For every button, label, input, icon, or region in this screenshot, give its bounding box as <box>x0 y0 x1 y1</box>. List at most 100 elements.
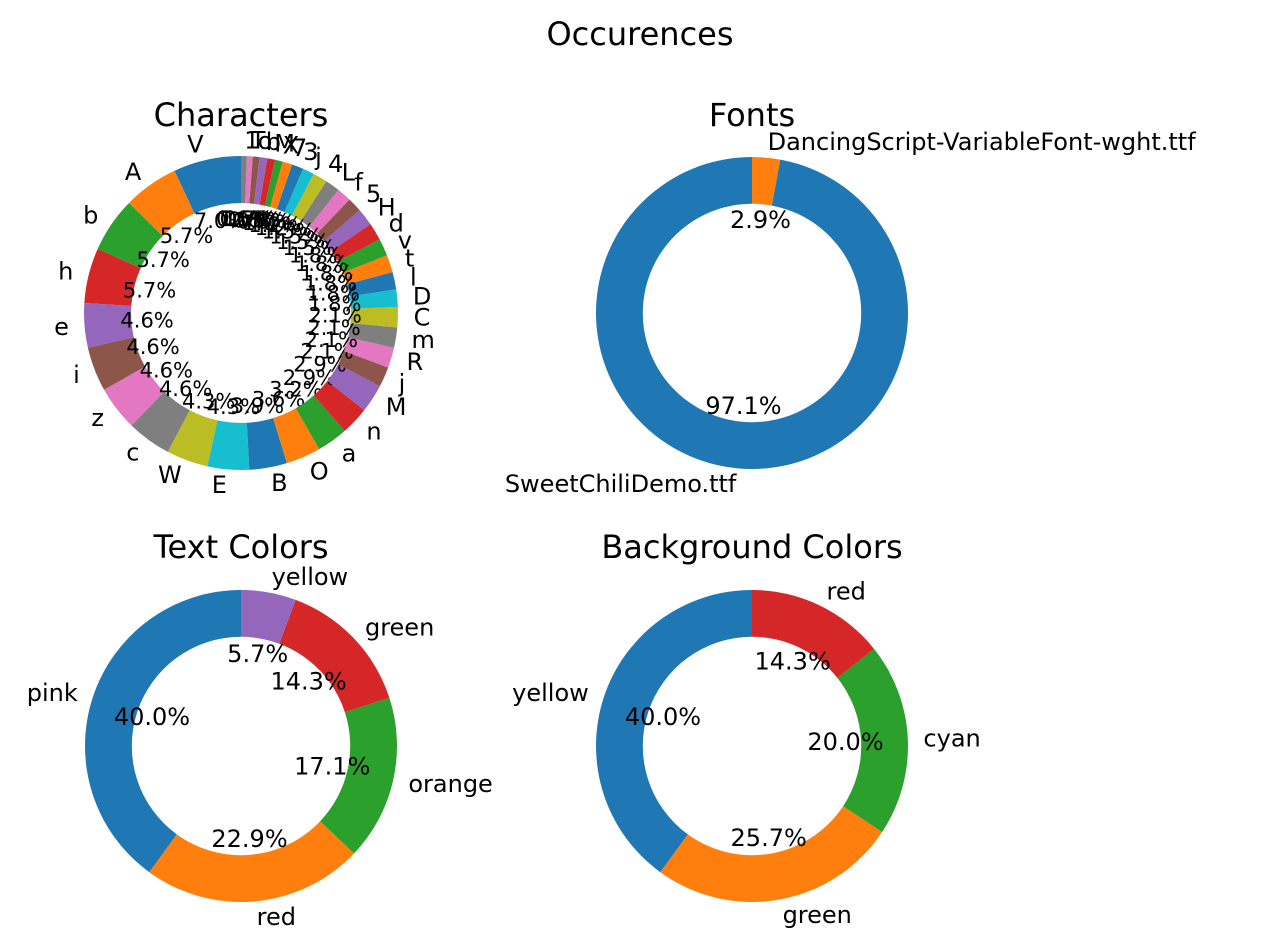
wedge-label: red <box>257 903 296 931</box>
wedge-percent-label: 1.8% <box>300 261 353 285</box>
wedge-b-2 <box>97 202 163 269</box>
wedge-z-6 <box>104 366 165 426</box>
wedge-i-5 <box>87 337 146 390</box>
wedge-e-9 <box>207 420 250 471</box>
chart-title: Text Colors <box>152 528 328 566</box>
wedge-l-27 <box>300 181 339 227</box>
wedge-f-26 <box>309 189 350 234</box>
wedge-label: B <box>271 469 287 497</box>
wedge-yellow-4 <box>241 590 296 644</box>
wedge-h-3 <box>84 248 141 306</box>
wedge-percent-label: 5.7% <box>227 640 288 668</box>
chart-title: Fonts <box>709 96 795 134</box>
wedge-a-1 <box>129 170 195 236</box>
wedge-percent-label: 1.8% <box>308 292 361 316</box>
wedge-percent-label: 3.9% <box>231 394 284 418</box>
wedge-dancingscript-variablefont-wght-ttf-1 <box>752 157 781 206</box>
wedge-percent-label: 2.1% <box>305 328 358 352</box>
wedge-orange-2 <box>320 697 397 854</box>
wedge-percent-label: 40.0% <box>625 703 701 731</box>
wedge-label: z <box>91 404 104 432</box>
wedge-label: D <box>413 283 431 311</box>
wedge-percent-label: 0.8% <box>228 208 281 232</box>
wedge-label: i <box>73 361 80 389</box>
chart-text-colors: Text Colors pink 40.0% red 22.9% orange 17.1% g… <box>27 528 493 931</box>
wedge-percent-label: 40.0% <box>114 703 190 731</box>
wedge-percent-label: 14.3% <box>755 648 831 676</box>
wedge-3-30 <box>276 164 304 213</box>
wedge-percent-label: 1.5% <box>283 236 336 260</box>
wedge-o-35 <box>249 156 260 204</box>
wedge-label: E <box>212 471 227 499</box>
figure-title: Occurences <box>546 15 733 53</box>
wedge-label: H <box>378 193 396 221</box>
wedge-label: M <box>386 393 407 421</box>
wedge-label: j <box>314 143 322 171</box>
wedge-label: j <box>398 369 406 397</box>
wedge-4-28 <box>291 173 327 221</box>
wedge-percent-label: 2.9% <box>730 206 791 234</box>
wedge-label: green <box>365 613 434 641</box>
wedge-percent-label: 0.6% <box>220 207 273 231</box>
wedge-percent-label: 22.9% <box>211 825 287 853</box>
wedge-percent-label: 1.8% <box>306 282 359 306</box>
wedge-label: b <box>83 202 98 230</box>
wedge-label: M <box>274 130 295 158</box>
wedge-d-19 <box>349 289 398 309</box>
wedge-v-0 <box>174 156 241 214</box>
wedge-label: yellow <box>272 563 349 591</box>
wedge-red-3 <box>752 590 875 678</box>
wedge-percent-label: 14.3% <box>270 667 346 695</box>
wedge-w-8 <box>167 410 218 467</box>
wedge-percent-label: 3.2% <box>269 378 322 402</box>
wedge-pink-0 <box>85 590 241 873</box>
wedge-m-17 <box>348 323 398 348</box>
wedge-r-16 <box>344 337 395 368</box>
wedge-percent-label: 1.8% <box>304 271 357 295</box>
wedge-c-18 <box>350 306 399 328</box>
wedge-j-15 <box>338 351 389 387</box>
wedge-m-14 <box>327 364 380 411</box>
wedge-label: orange <box>408 770 492 798</box>
wedge-label: 5 <box>366 180 381 208</box>
wedge-label: o <box>258 127 273 155</box>
wedge-label: cyan <box>923 724 980 752</box>
wedge-h-24 <box>324 210 371 251</box>
wedge-label: m <box>412 326 435 354</box>
wedge-label: T <box>250 127 266 155</box>
wedge-1-37 <box>241 156 247 204</box>
wedge-percent-label: 2.9% <box>283 366 336 390</box>
wedge-percent-label: 4.6% <box>126 335 179 359</box>
wedge-percent-label: 1.0% <box>242 211 295 235</box>
wedge-percent-label: 0.6% <box>216 207 269 231</box>
wedge-percent-label: 2.1% <box>300 339 353 363</box>
wedge-m-33 <box>259 158 276 206</box>
wedge-label: SweetChiliDemo.ttf <box>505 470 737 498</box>
wedge-percent-label: 4.3% <box>182 389 235 413</box>
wedge-b-34 <box>254 157 268 205</box>
wedge-label: R <box>407 348 424 376</box>
wedge-percent-label: 4.6% <box>140 358 193 382</box>
wedge-label: t <box>405 245 414 273</box>
wedge-label: 1 <box>244 126 259 154</box>
wedge-percent-label: 1.5% <box>262 220 315 244</box>
chart-fonts: Fonts SweetChiliDemo.ttf 97.1% DancingScrip… <box>505 96 1196 498</box>
wedge-t-21 <box>343 255 393 285</box>
wedge-red-1 <box>149 821 355 903</box>
wedge-t-36 <box>245 156 253 204</box>
wedge-label: b <box>266 128 281 156</box>
wedge-percent-label: 5.7% <box>123 278 176 302</box>
wedge-percent-label: 5.7% <box>137 248 190 272</box>
wedge-label: red <box>827 577 866 605</box>
wedge-n-13 <box>313 381 365 431</box>
wedge-label: c <box>126 439 139 467</box>
wedge-percent-label: 4.6% <box>120 309 173 333</box>
wedge-label: 3 <box>303 138 318 166</box>
wedge-percent-label: 20.0% <box>807 728 883 756</box>
wedge-d-23 <box>331 224 380 262</box>
wedge-percent-label: 4.3% <box>207 395 260 419</box>
wedge-percent-label: 1.2% <box>248 213 301 237</box>
wedge-sweetchilidemo-ttf-0 <box>596 157 909 469</box>
wedge-percent-label: 1.8% <box>295 252 348 276</box>
